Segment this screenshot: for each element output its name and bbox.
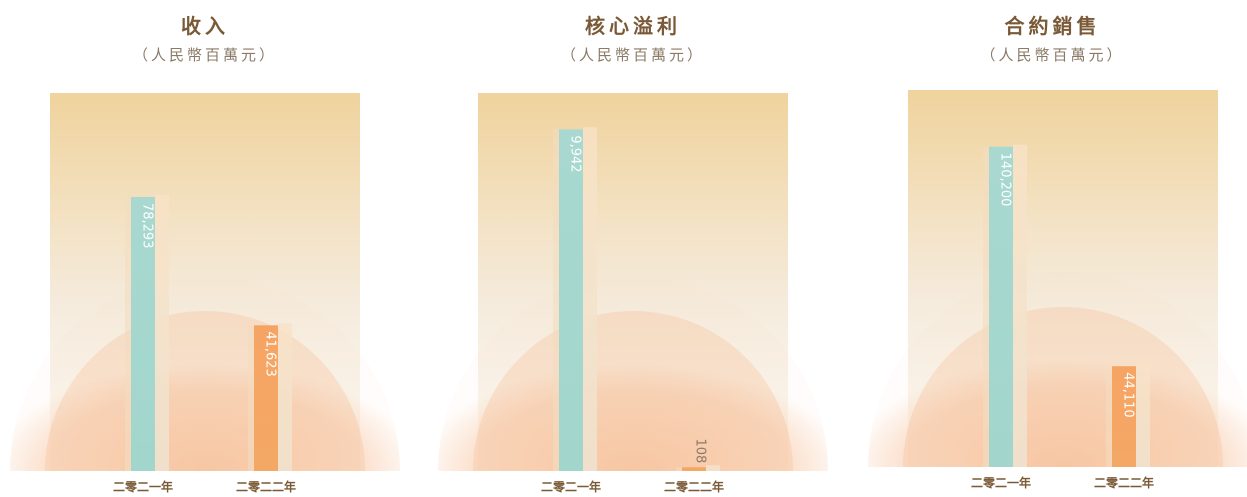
chart-title: 合約銷售: [1004, 14, 1101, 38]
category-label: 二零二一年: [541, 479, 601, 494]
bar-highlight: [125, 196, 131, 472]
bar-2021: [989, 146, 1013, 467]
core-profit-chart: 9,942 二零二一年 108 二零二二年: [438, 93, 828, 494]
contracted-sales-panel: 合約銷售 （人民幣百萬元） 140,200 二零二一年 44,110 二零二二年: [858, 0, 1247, 497]
bar-2021: [131, 196, 155, 472]
decorative-arc-outer: [438, 276, 828, 471]
chart-title: 核心溢利: [585, 14, 681, 38]
decorative-arc-outer: [10, 276, 400, 471]
chart-unit: （人民幣百萬元）: [560, 46, 705, 64]
bar-2022: [682, 467, 706, 471]
bar-value-label: 140,200: [998, 153, 1013, 207]
revenue-panel: 收入 （人民幣百萬元） 78,293 二零二一年 41,623 二零二二年: [0, 0, 410, 497]
bar-shadow: [583, 127, 597, 472]
bar-highlight: [983, 146, 989, 467]
bar-value-label: 9,942: [568, 135, 583, 172]
decorative-arc-outer: [868, 272, 1247, 467]
core-profit-panel: 核心溢利 （人民幣百萬元） 9,942 二零二一年 108 二零二二年: [428, 0, 838, 497]
bar-shadow: [1013, 144, 1027, 467]
bar-value-label: 44,110: [1121, 372, 1136, 418]
category-label: 二零二一年: [971, 475, 1031, 490]
bar-value-label: 108: [693, 438, 708, 463]
bar-2022: [254, 325, 278, 471]
bar-shadow: [278, 323, 292, 471]
bar-shadow: [706, 465, 720, 471]
category-label: 二零二二年: [1094, 475, 1154, 490]
bar-highlight: [248, 325, 254, 471]
category-label: 二零二二年: [664, 479, 724, 494]
bar-highlight: [1106, 366, 1112, 467]
revenue-chart: 78,293 二零二一年 41,623 二零二二年: [10, 93, 400, 494]
bar-highlight: [553, 129, 559, 471]
chart-unit: （人民幣百萬元）: [132, 46, 277, 64]
bar-value-label: 41,623: [263, 331, 278, 377]
chart-unit: （人民幣百萬元）: [980, 46, 1125, 64]
contracted-sales-chart: 140,200 二零二一年 44,110 二零二二年: [868, 90, 1247, 490]
bar-value-label: 78,293: [140, 203, 155, 249]
category-label: 二零二一年: [113, 479, 173, 494]
bar-shadow: [155, 194, 169, 472]
category-label: 二零二二年: [236, 479, 296, 494]
bar-2022: [1112, 366, 1136, 467]
bar-shadow: [1136, 364, 1150, 467]
chart-title: 收入: [181, 14, 229, 38]
bar-2021: [559, 129, 583, 471]
bar-highlight: [676, 467, 682, 471]
